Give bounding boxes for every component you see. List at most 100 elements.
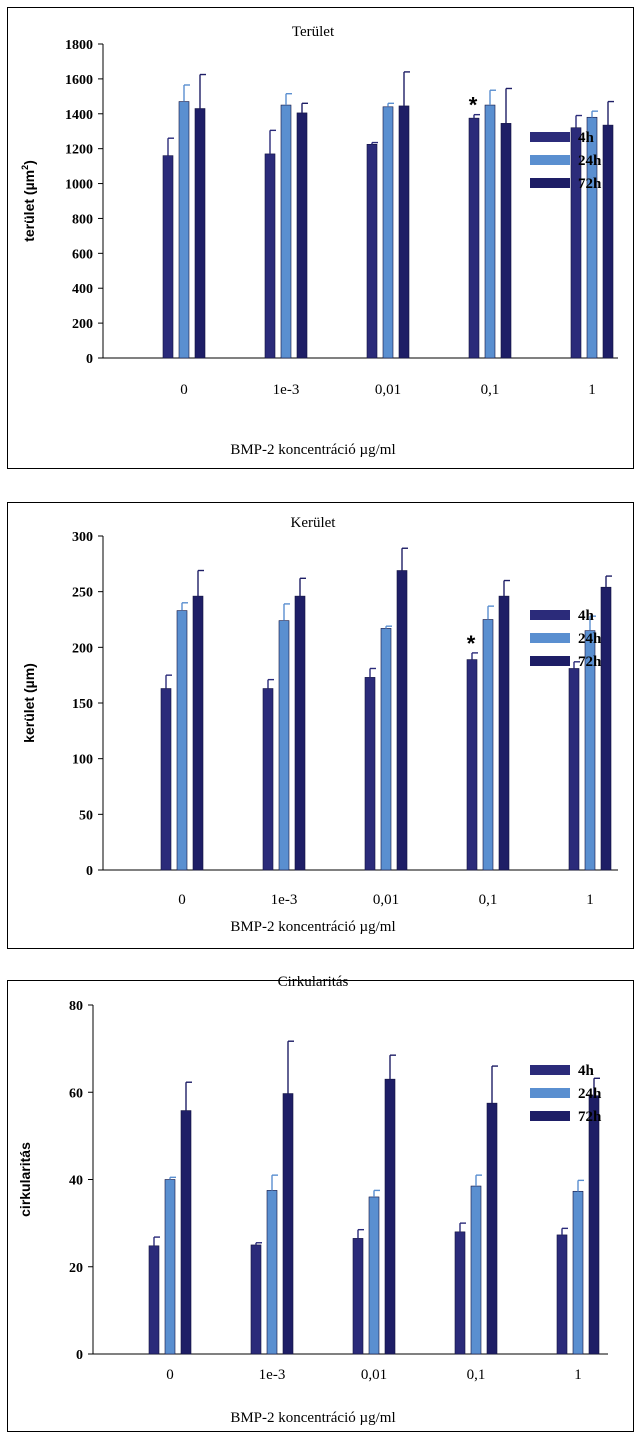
bar-72h-0 (194, 108, 206, 359)
legend-label-24h: 24h (578, 631, 602, 647)
legend-label-24h: 24h (578, 153, 602, 169)
bar-72h-4 (588, 1095, 600, 1355)
legend-swatch-72h (530, 656, 570, 666)
x-tick-label: 1e-3 (259, 1367, 286, 1383)
legend-swatch-72h (530, 1111, 570, 1121)
x-tick-label: 0,1 (467, 1367, 486, 1383)
bar-4h-0 (160, 688, 172, 871)
y-tick-label: 250 (72, 586, 93, 601)
y-axis-label: terület (µm2) (20, 160, 37, 242)
bar-24h-2 (368, 1196, 380, 1355)
bar-4h-0 (162, 155, 174, 359)
y-tick-label: 1800 (65, 38, 93, 53)
bar-24h-1 (266, 1190, 278, 1355)
bar-24h-2 (380, 628, 392, 871)
x-axis-label: BMP-2 koncentráció µg/ml (230, 919, 395, 935)
x-axis-label: BMP-2 koncentráció µg/ml (230, 1410, 395, 1426)
bar-24h-2 (382, 106, 394, 359)
x-tick-label: 0,1 (479, 892, 498, 908)
y-tick-label: 1200 (65, 143, 93, 158)
x-tick-label: 1e-3 (271, 892, 298, 908)
x-tick-label: 1 (586, 892, 594, 908)
legend-label-24h: 24h (578, 1086, 602, 1102)
chart-cirkularitas-svg: Cirkularitás 0 20 40 60 80 cirkularitás 0 1e-3 0,… (17, 974, 608, 1426)
bar-72h-3 (500, 123, 512, 359)
bar-4h-1 (250, 1244, 262, 1355)
legend-swatch-24h (530, 633, 570, 643)
bar-4h-0 (148, 1245, 160, 1355)
bar-72h-2 (384, 1078, 396, 1355)
y-tick-label: 60 (69, 1086, 83, 1101)
chart-panel-kerulet: Kerület 0 50 100 150 200 250 300 kerület (µm) 0 1e… (7, 502, 634, 949)
x-tick-label: 0,01 (375, 382, 401, 398)
significance-marker: * (469, 93, 478, 118)
y-tick-label: 200 (72, 641, 93, 656)
y-tick-label: 400 (72, 282, 93, 297)
bar-4h-1 (262, 688, 274, 871)
bar-4h-2 (366, 144, 378, 359)
bar-24h-0 (164, 1179, 176, 1355)
bar-72h-0 (192, 595, 204, 871)
y-axis-label: cirkularitás (17, 1142, 33, 1217)
chart-title: Cirkularitás (278, 974, 349, 990)
bar-72h-0 (180, 1110, 192, 1355)
chart-title: Terület (292, 24, 335, 40)
bar-4h-3 (454, 1231, 466, 1355)
x-tick-label: 0,1 (481, 382, 500, 398)
x-tick-label: 1 (574, 1367, 582, 1383)
x-tick-label: 1e-3 (273, 382, 300, 398)
x-tick-label: 0,01 (373, 892, 399, 908)
bar-24h-1 (280, 104, 292, 359)
y-tick-label: 300 (72, 530, 93, 545)
y-tick-label: 1400 (65, 108, 93, 123)
y-tick-label: 80 (69, 999, 83, 1014)
bar-24h-3 (470, 1185, 482, 1355)
bar-4h-2 (352, 1238, 364, 1355)
x-tick-label: 0 (166, 1367, 174, 1383)
y-tick-label: 20 (69, 1261, 83, 1276)
bar-4h-4 (556, 1234, 568, 1355)
bar-72h-4 (600, 586, 612, 871)
legend-label-4h: 4h (578, 1063, 595, 1079)
bar-72h-1 (294, 595, 306, 871)
chart-panel-cirkularitas: Cirkularitás 0 20 40 60 80 cirkularitás 0 1e-3 0,… (7, 974, 634, 1432)
x-tick-label: 0 (178, 892, 186, 908)
x-tick-label: 0,01 (361, 1367, 387, 1383)
bar-72h-1 (296, 112, 308, 359)
bar-24h-3 (482, 619, 494, 871)
significance-marker: * (467, 631, 476, 656)
legend-label-4h: 4h (578, 130, 595, 146)
bar-72h-1 (282, 1093, 294, 1355)
bar-4h-1 (264, 153, 276, 359)
legend-label-72h: 72h (578, 654, 602, 670)
y-tick-label: 1000 (65, 178, 93, 193)
bar-72h-3 (498, 595, 510, 871)
y-tick-label: 600 (72, 247, 93, 262)
bar-24h-0 (176, 610, 188, 871)
legend-swatch-24h (530, 1088, 570, 1098)
y-tick-label: 800 (72, 212, 93, 227)
y-tick-label: 0 (76, 1348, 83, 1363)
legend-swatch-24h (530, 155, 570, 165)
bar-24h-0 (178, 101, 190, 359)
y-tick-label: 100 (72, 753, 93, 768)
bar-4h-3 (468, 117, 480, 359)
legend-swatch-4h (530, 132, 570, 142)
bar-72h-2 (396, 570, 408, 871)
bar-4h-3 (466, 659, 478, 871)
bar-72h-4 (602, 124, 614, 359)
y-tick-label: 0 (86, 864, 93, 879)
x-tick-label: 1 (588, 382, 596, 398)
bar-24h-1 (278, 620, 290, 871)
legend-swatch-4h (530, 610, 570, 620)
bar-24h-4 (572, 1190, 584, 1355)
y-tick-label: 150 (72, 697, 93, 712)
chart-title: Kerület (291, 515, 337, 531)
y-tick-label: 40 (69, 1174, 83, 1189)
bar-4h-2 (364, 677, 376, 871)
bar-72h-2 (398, 105, 410, 359)
legend-swatch-72h (530, 178, 570, 188)
legend-label-72h: 72h (578, 176, 602, 192)
y-tick-label: 1600 (65, 73, 93, 88)
bar-4h-4 (568, 668, 580, 871)
